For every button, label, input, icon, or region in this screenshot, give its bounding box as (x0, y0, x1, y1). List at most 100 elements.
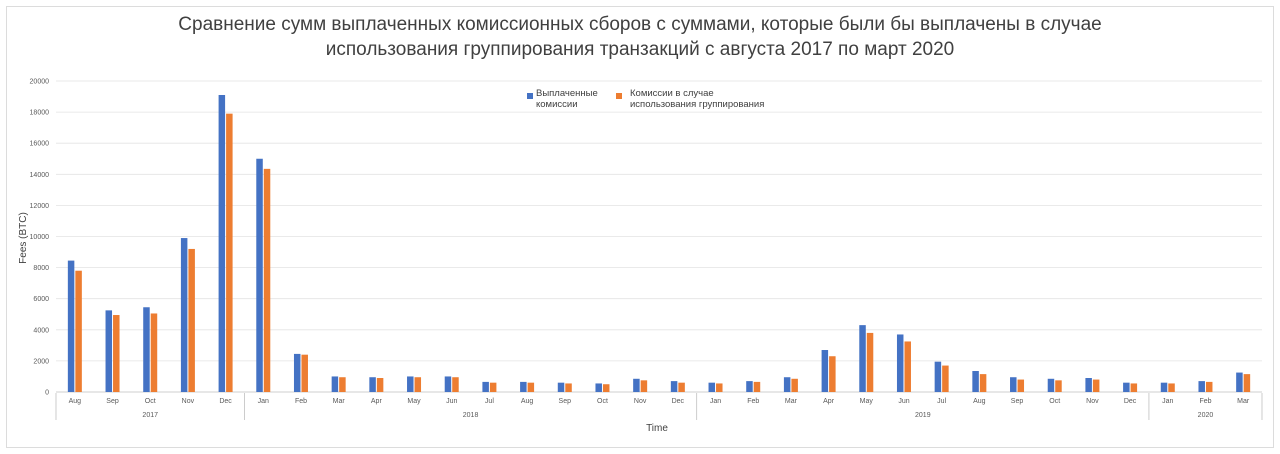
bar-batching-fees (904, 341, 911, 392)
bar-batching-fees (339, 377, 346, 392)
bar-paid-fees (934, 361, 942, 392)
bar-paid-fees (783, 377, 791, 392)
bar-paid-fees (746, 381, 753, 392)
bar-batching-fees (527, 382, 535, 392)
bar-batching-fees (1243, 374, 1251, 392)
x-tick-label-month: Aug (973, 398, 986, 405)
bar-paid-fees (1010, 377, 1017, 392)
x-tick-label-month: Nov (182, 398, 195, 405)
x-tick-label-month: Sep (106, 398, 119, 405)
bar-batching-fees (1017, 379, 1025, 392)
bar-paid-fees (896, 334, 904, 392)
bar-batching-fees (489, 382, 497, 392)
bar-paid-fees (1123, 382, 1130, 392)
bar-batching-fees (414, 377, 422, 392)
bar-batching-fees (113, 315, 120, 392)
bar-batching-fees (188, 248, 195, 392)
bar-paid-fees (557, 382, 565, 392)
y-tick-label: 14000 (30, 172, 50, 179)
y-tick-label: 2000 (33, 358, 49, 365)
bar-paid-fees (670, 381, 678, 392)
x-tick-label-year: 2017 (142, 412, 158, 419)
x-axis-title: Time (646, 423, 668, 434)
bar-batching-fees (75, 270, 82, 392)
bar-paid-fees (821, 350, 829, 392)
x-tick-label-month: Oct (597, 398, 608, 405)
x-tick-label-month: Apr (371, 398, 383, 405)
bar-batching-fees (1168, 383, 1175, 392)
x-tick-label-month: Mar (785, 398, 798, 405)
y-tick-label: 8000 (33, 265, 49, 272)
y-tick-label: 20000 (30, 79, 50, 86)
y-axis-ticks: 0 2000 4000 6000 8000 10000 12000 14000 16000 180… (30, 79, 50, 397)
chart-frame (6, 6, 1274, 448)
x-tick-label-month: May (407, 398, 421, 405)
bar-paid-fees (708, 382, 716, 392)
bar-paid-fees (972, 371, 979, 392)
x-tick-label-month: Jun (898, 398, 909, 405)
bar-paid-fees (1198, 381, 1205, 392)
legend-label-paid-line-1: Выплаченные (536, 88, 598, 99)
bar-paid-fees (67, 260, 75, 392)
bar-batching-fees (301, 354, 308, 392)
legend-label-batching-line-2: использования группирования (630, 99, 764, 110)
bar-batching-fees (150, 313, 158, 392)
x-tick-label-month: Jul (485, 398, 494, 405)
bar-paid-fees (369, 377, 376, 392)
bars (67, 94, 1251, 393)
legend: Выплаченные комиссии Комиссии в случае и… (527, 88, 764, 110)
chart-title-line-2: использования группирования транзакций с… (325, 39, 955, 60)
bar-paid-fees (293, 353, 301, 392)
x-tick-label-month: Jan (710, 398, 721, 405)
bar-paid-fees (407, 376, 414, 392)
bar-batching-fees (829, 356, 836, 392)
bar-batching-fees (226, 113, 233, 392)
bar-paid-fees (105, 310, 113, 392)
x-tick-label-month: Dec (219, 398, 232, 405)
x-tick-label-month: Nov (1086, 398, 1099, 405)
bar-batching-fees (640, 380, 648, 392)
bar-paid-fees (444, 376, 452, 392)
x-tick-label-month: Oct (1049, 398, 1060, 405)
x-tick-label-month: Aug (69, 398, 82, 405)
bar-batching-fees (791, 378, 798, 392)
x-axis-ticks: Aug Sep Oct Nov Dec Jan Feb Mar Apr May Jun Jul Aug S… (55, 393, 1263, 420)
bar-batching-fees (602, 384, 610, 392)
bar-batching-fees (452, 377, 459, 392)
y-tick-label: 4000 (33, 327, 49, 334)
bar-paid-fees (520, 381, 527, 392)
bar-batching-fees (1055, 380, 1062, 392)
bar-paid-fees (1236, 372, 1243, 392)
chart-title: Сравнение сумм выплаченных комиссионных … (0, 12, 1280, 62)
y-tick-label: 10000 (30, 234, 50, 241)
bar-paid-fees (859, 325, 866, 392)
bar-batching-fees (753, 381, 761, 392)
bar-batching-fees (1092, 379, 1100, 392)
bar-batching-fees (263, 168, 271, 392)
legend-swatch-paid (527, 93, 533, 99)
legend-label-batching-line-1: Комиссии в случае (630, 88, 714, 99)
bar-batching-fees (376, 378, 384, 392)
bar-batching-fees (866, 332, 874, 392)
x-tick-label-month: Feb (295, 398, 307, 405)
bar-paid-fees (331, 376, 339, 392)
bar-paid-fees (482, 381, 489, 392)
x-tick-label-month: Aug (521, 398, 534, 405)
bar-batching-fees (979, 374, 987, 392)
bar-paid-fees (595, 383, 602, 392)
bar-paid-fees (143, 307, 150, 392)
bar-batching-fees (1205, 381, 1213, 392)
bar-paid-fees (1160, 382, 1168, 392)
x-tick-label-month: Sep (559, 398, 572, 405)
x-tick-label-year: 2020 (1198, 412, 1214, 419)
bar-paid-fees (1085, 378, 1092, 392)
bar-batching-fees (1130, 383, 1138, 392)
bar-paid-fees (1047, 378, 1055, 392)
x-tick-label-month: Dec (1124, 398, 1137, 405)
bar-batching-fees (678, 382, 685, 392)
x-tick-label-month: Sep (1011, 398, 1024, 405)
bar-paid-fees (633, 378, 640, 392)
x-tick-label-month: Jan (1162, 398, 1173, 405)
y-tick-label: 6000 (33, 296, 49, 303)
